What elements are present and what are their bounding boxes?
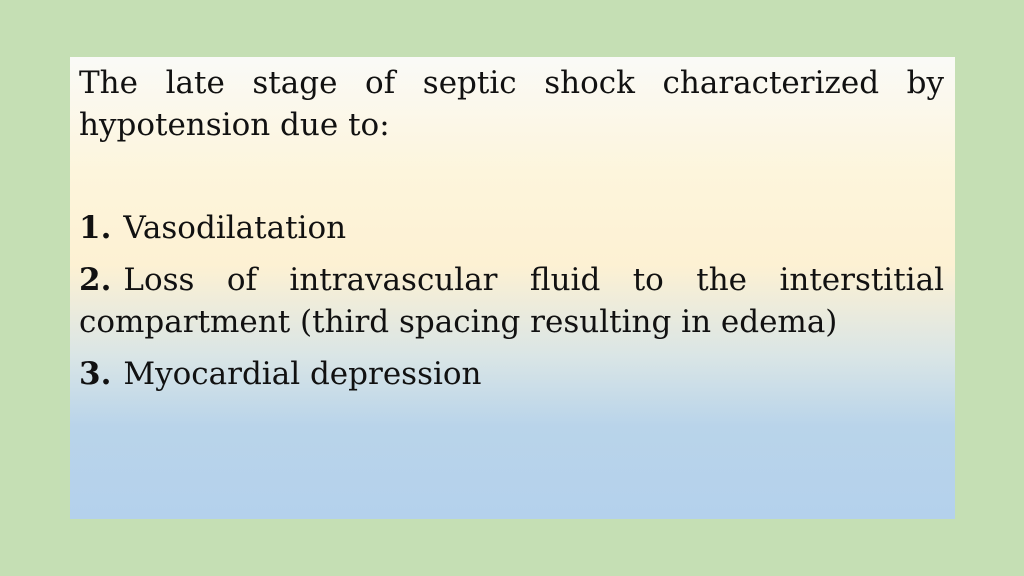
list-item: 3. Myocardial depression	[79, 353, 944, 395]
item-number: 2.	[79, 262, 112, 298]
content-box: The late stage of septic shock character…	[70, 57, 955, 519]
content-text: The late stage of septic shock character…	[79, 62, 944, 405]
item-text: Myocardial depression	[123, 356, 482, 392]
item-text: Vasodilatation	[123, 210, 347, 246]
intro: The late stage of septic shock character…	[79, 65, 944, 143]
item-text: Loss of intravascular fluid to the inter…	[79, 262, 944, 340]
item-number: 3.	[79, 356, 112, 392]
list-item: 1. Vasodilatation	[79, 207, 944, 249]
item-number: 1.	[79, 210, 112, 246]
item-list: 1. Vasodilatation 2. Loss of intravascular …	[79, 207, 944, 395]
list-item: 2. Loss of intravascular fluid to the int…	[79, 259, 944, 343]
